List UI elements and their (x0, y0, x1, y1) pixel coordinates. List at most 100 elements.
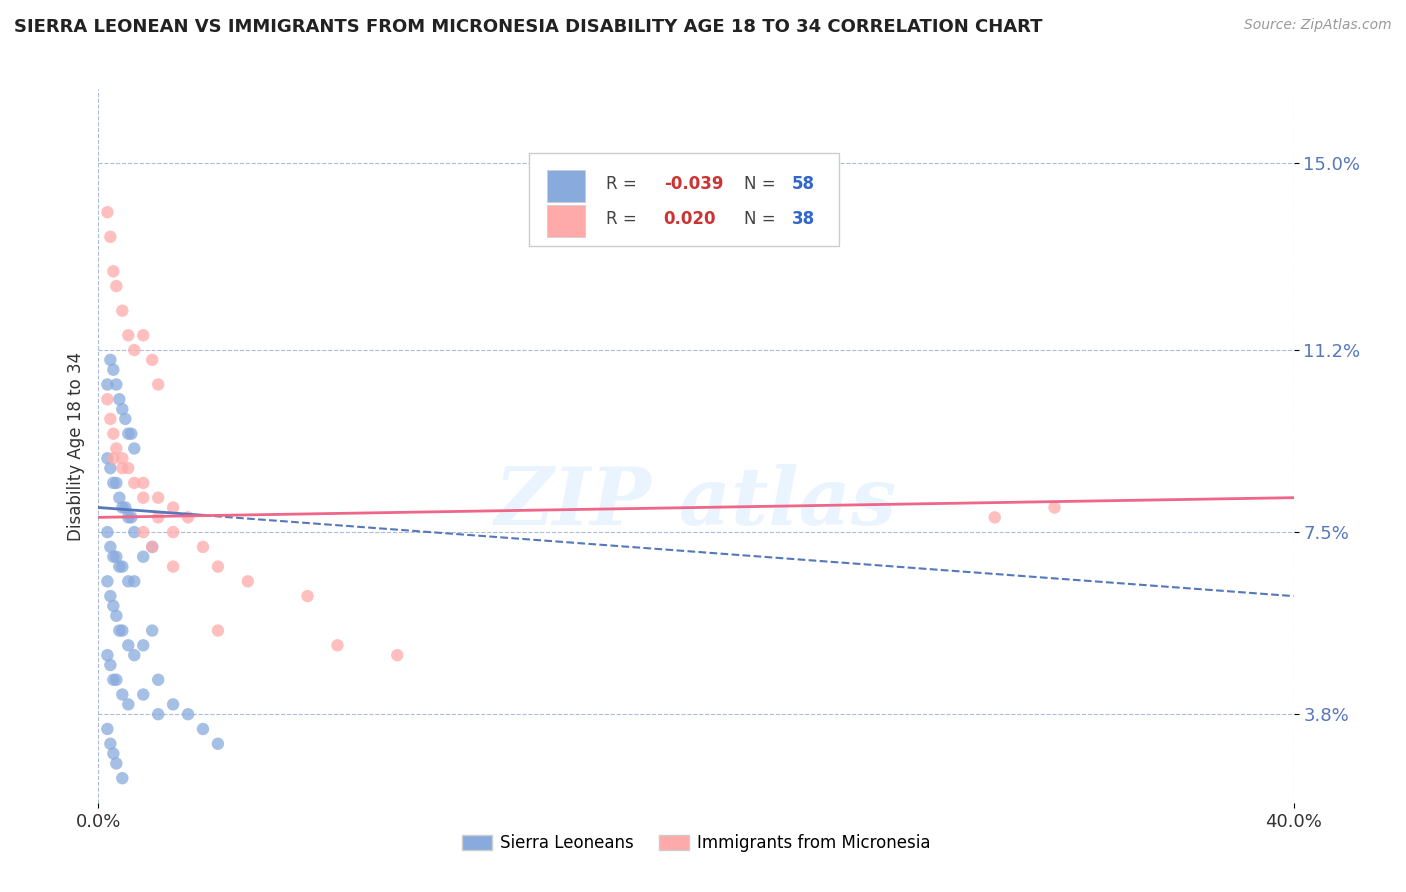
Point (111, 688, 134, 702)
Point (385, 648, 409, 662)
Point (124, 475, 146, 490)
Point (124, 525, 146, 540)
Point (108, 491, 131, 505)
Y-axis label: Disability Age 18 to 34: Disability Age 18 to 34 (66, 351, 84, 541)
Text: ZIP atlas: ZIP atlas (495, 465, 897, 541)
Point (117, 461, 139, 475)
Bar (547, 205, 585, 237)
Point (96, 451, 118, 466)
Point (103, 362, 125, 376)
Point (111, 624, 134, 638)
Point (148, 491, 170, 505)
Point (111, 303, 134, 318)
Point (111, 402, 134, 417)
Point (162, 559, 184, 574)
Point (103, 475, 125, 490)
Point (120, 426, 142, 441)
Point (236, 574, 259, 589)
Point (117, 698, 139, 712)
FancyBboxPatch shape (529, 153, 839, 246)
Point (103, 549, 125, 564)
Point (132, 688, 155, 702)
Point (105, 377, 128, 392)
Point (297, 589, 319, 603)
Point (120, 510, 142, 524)
Point (132, 328, 155, 343)
Point (191, 722, 214, 736)
Point (105, 608, 128, 623)
Text: 58: 58 (792, 175, 814, 193)
Text: SIERRA LEONEAN VS IMMIGRANTS FROM MICRONESIA DISABILITY AGE 18 TO 34 CORRELATION: SIERRA LEONEAN VS IMMIGRANTS FROM MICRON… (14, 18, 1043, 36)
Point (162, 525, 184, 540)
Point (162, 698, 184, 712)
Point (162, 500, 184, 515)
Point (108, 559, 131, 574)
Text: Source: ZipAtlas.com: Source: ZipAtlas.com (1244, 18, 1392, 32)
Point (207, 737, 229, 751)
Text: N =: N = (744, 175, 780, 193)
Point (148, 377, 170, 392)
Point (141, 540, 163, 554)
Point (191, 540, 214, 554)
Point (105, 279, 128, 293)
Point (1043, 500, 1066, 515)
Point (207, 624, 229, 638)
Text: N =: N = (744, 211, 780, 228)
Point (124, 442, 146, 456)
Point (326, 638, 349, 652)
Point (141, 540, 163, 554)
Point (96, 722, 118, 736)
Point (98, 352, 122, 367)
Text: -0.039: -0.039 (664, 175, 723, 193)
Point (114, 500, 136, 515)
Point (141, 624, 163, 638)
Point (132, 525, 155, 540)
Point (103, 673, 125, 687)
Point (103, 264, 125, 278)
Point (124, 343, 146, 357)
Point (105, 475, 128, 490)
Point (98, 412, 122, 426)
Text: 0.020: 0.020 (664, 211, 716, 228)
Text: R =: R = (606, 175, 643, 193)
Point (96, 392, 118, 407)
Point (98, 230, 122, 244)
Point (111, 559, 134, 574)
Point (124, 574, 146, 589)
Point (96, 525, 118, 540)
Point (98, 461, 122, 475)
Point (111, 771, 134, 785)
Point (148, 707, 170, 722)
Point (98, 737, 122, 751)
Point (141, 352, 163, 367)
Point (132, 475, 155, 490)
Point (148, 673, 170, 687)
Point (98, 540, 122, 554)
Point (111, 451, 134, 466)
Point (117, 574, 139, 589)
Point (98, 589, 122, 603)
Point (114, 412, 136, 426)
Point (111, 500, 134, 515)
Point (117, 426, 139, 441)
Point (105, 673, 128, 687)
Point (103, 747, 125, 761)
Point (108, 624, 131, 638)
Point (103, 599, 125, 613)
Point (96, 574, 118, 589)
Point (96, 648, 118, 662)
Point (207, 559, 229, 574)
Point (984, 510, 1007, 524)
Point (117, 638, 139, 652)
Point (111, 461, 134, 475)
Point (117, 328, 139, 343)
Text: R =: R = (606, 211, 643, 228)
Point (108, 392, 131, 407)
Point (103, 451, 125, 466)
Point (105, 549, 128, 564)
Point (96, 377, 118, 392)
Point (132, 549, 155, 564)
Point (98, 658, 122, 673)
Point (105, 442, 128, 456)
Bar (547, 169, 585, 202)
